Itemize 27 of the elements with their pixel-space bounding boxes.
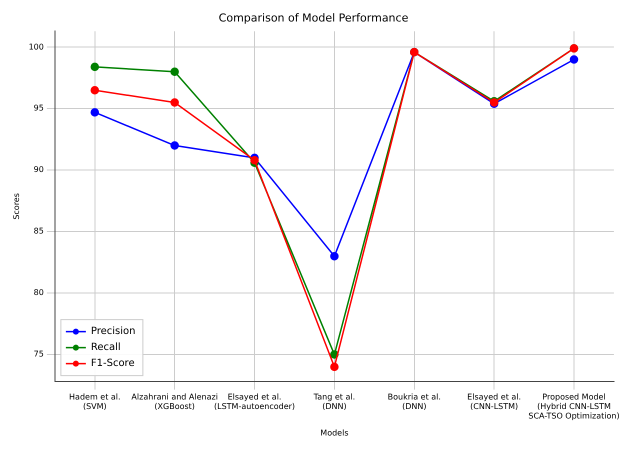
legend-label: F1-Score [90,358,135,370]
x-tick-label: Proposed Model (Hybrid CNN-LSTM SCA-TSO Optimization) [528,392,620,421]
y-axis-title: Scores [12,193,21,220]
y-tick-label: 100 [28,42,44,52]
y-tick-label: 75 [34,350,44,359]
legend-label: Recall [90,342,121,354]
point [90,62,100,72]
point [170,141,179,150]
point [170,98,179,107]
y-tick-label: 85 [34,226,44,236]
point [570,55,578,64]
x-tick-label: Elsayed et al. (CNN-LSTM) [467,392,522,412]
point [90,86,100,94]
point [330,252,339,260]
legend-label: Precision [90,326,136,338]
point [170,68,179,76]
x-tick-label: Hadem et al. (SVM) [69,392,121,412]
chart-title: Comparison of Model Performance [218,11,409,24]
point [90,108,100,117]
x-tick-label: Boukria et al. (DNN) [388,392,441,412]
x-tick-label: Tang et al. (DNN) [312,392,356,412]
y-tick-label: 80 [34,288,44,298]
x-axis-title: Models [320,428,348,438]
point [330,362,339,372]
y-tick-label: 90 [34,165,44,174]
point [250,156,259,165]
y-tick-label: 95 [34,104,44,113]
